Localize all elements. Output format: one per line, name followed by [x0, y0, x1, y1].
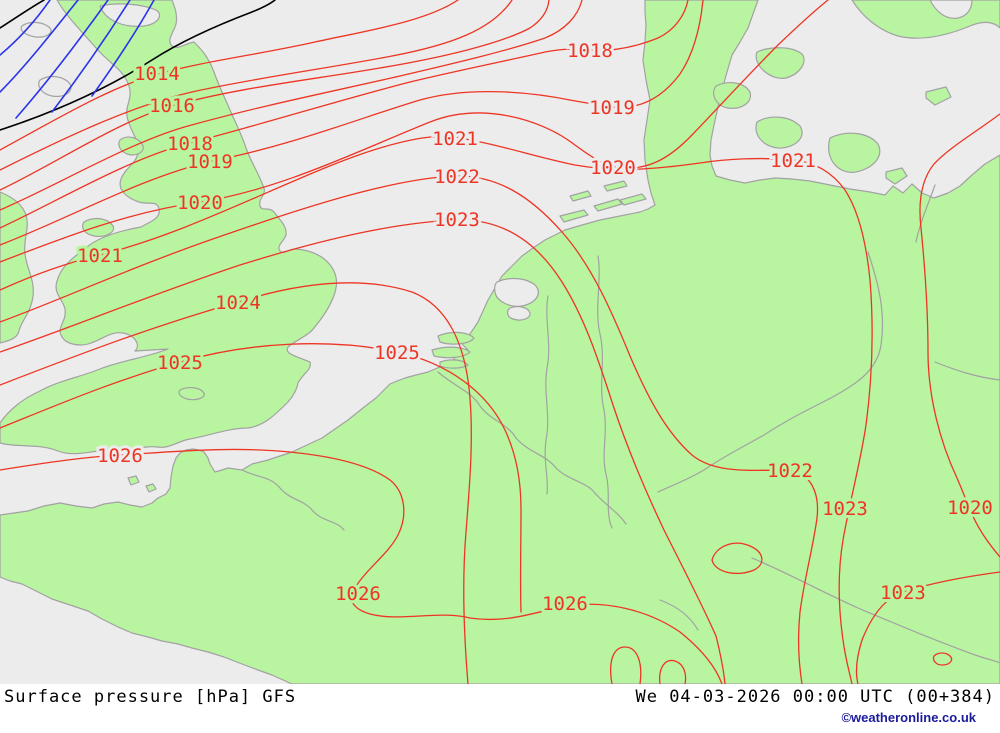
isobar-line-1021: [0, 135, 873, 684]
isobar-label-1020: 1020: [947, 497, 993, 519]
isobar-label-1021: 1021: [770, 150, 816, 172]
isobar-line-1023: [0, 219, 726, 684]
isotherm-blue-2: [0, 0, 79, 93]
copyright-link[interactable]: ©weatheronline.co.uk: [841, 710, 976, 725]
map-title: Surface pressure [hPa] GFS: [4, 687, 297, 707]
river-rhine: [657, 251, 884, 493]
isobar-label-1026: 1026: [335, 583, 381, 605]
wadden-island-1: [559, 209, 589, 223]
danish-island-fyn: [755, 116, 803, 149]
isle-of-wight: [178, 387, 205, 401]
channel-island-1: [127, 475, 140, 486]
isobar-line-1018: [0, 0, 689, 229]
isobar-line-1020: [919, 113, 1000, 558]
isobar-label-1026: 1026: [542, 593, 588, 615]
isobar-line-minor: [659, 659, 687, 684]
border-geneva: [659, 599, 699, 631]
anglesey: [82, 217, 115, 237]
map-footer: Surface pressure [hPa] GFS We 04-03-2026…: [0, 684, 1000, 733]
isobar-label-1021: 1021: [432, 128, 478, 150]
isobar-line-1023: [855, 571, 1000, 684]
wadden-island-4: [603, 180, 628, 192]
great-britain: [0, 0, 338, 455]
river-oder: [915, 184, 936, 243]
isobar-label-1018: 1018: [567, 40, 613, 62]
isobar-line-1026: [0, 448, 723, 684]
isobar-label-1025: 1025: [374, 342, 420, 364]
isobar-line-1022: [0, 175, 819, 684]
wadden-island-3: [619, 193, 647, 206]
front-black-main: [0, 0, 276, 131]
front-black-corner: [0, 0, 45, 29]
isobar-line-1020: [0, 0, 829, 263]
isobar-label-1022: 1022: [767, 460, 813, 482]
delta-island-1: [437, 331, 475, 345]
border-nl-belgium: [544, 295, 550, 495]
wadden-island-2: [593, 198, 623, 212]
danish-island-sjaelland: [828, 132, 881, 173]
isobar-label-1020: 1020: [590, 157, 636, 179]
river-seine: [241, 469, 345, 531]
pressure-map-canvas: 1014 1016 1018 1019 1020 1021 1024 1025 1026 1025…: [0, 0, 1000, 684]
channel-island-2: [145, 483, 157, 493]
isobar-label-1026: 1026: [97, 445, 143, 467]
isotherm-blue-4: [51, 0, 131, 113]
isobar-line-minor: [711, 542, 763, 574]
border-alps: [751, 557, 1000, 664]
isobar-label-1022: 1022: [434, 166, 480, 188]
isobar-line-minor: [932, 652, 953, 666]
border-east: [934, 361, 1000, 381]
isobar-line-1015: [0, 0, 513, 171]
isobar-line-1025: [0, 343, 522, 613]
isobar-label-1024: 1024: [215, 292, 261, 314]
isobar-label-1023: 1023: [434, 209, 480, 231]
isobar-label-1023: 1023: [880, 582, 926, 604]
isobar-line-1017: [0, 0, 583, 211]
wadden-island-5: [569, 190, 592, 202]
isobar-line-1024: [0, 282, 472, 684]
isobar-label-1021: 1021: [77, 245, 123, 267]
danish-island-5: [885, 167, 908, 185]
kattegat-notch: [929, 0, 973, 19]
isobar-line-1016: [0, 0, 550, 191]
isotherm-blue-1: [0, 0, 51, 56]
pressure-map-svg: 1014101610181019102010211024102510261025…: [0, 0, 1000, 684]
isobar-label-1016: 1016: [149, 95, 195, 117]
ijsselmeer: [494, 277, 539, 307]
isobar-label-1023: 1023: [822, 498, 868, 520]
isotherm-blue-3: [15, 0, 109, 119]
isobar-label-1018: 1018: [167, 133, 213, 155]
isobar-label-1020: 1020: [177, 192, 223, 214]
isobar-label-1025: 1025: [157, 352, 203, 374]
hebrides-2: [99, 3, 161, 27]
isobar-label-1019: 1019: [187, 151, 233, 173]
markermeer: [507, 306, 531, 321]
fehmarn-island: [925, 86, 952, 106]
isobar-label-1019: 1019: [589, 97, 635, 119]
map-datetime: We 04-03-2026 00:00 UTC (00+384): [635, 687, 995, 707]
delta-island-3: [439, 359, 469, 369]
isobar-line-1019: [0, 0, 704, 246]
isotherm-blue-5: [91, 0, 155, 97]
danish-island-2: [713, 82, 752, 109]
isobar-line-1014: [0, 0, 459, 151]
isobar-line-minor: [610, 646, 642, 684]
border-nl-germany: [597, 255, 613, 529]
border-france-belgium: [437, 371, 627, 525]
isobar-label-1014: 1014: [134, 63, 180, 85]
